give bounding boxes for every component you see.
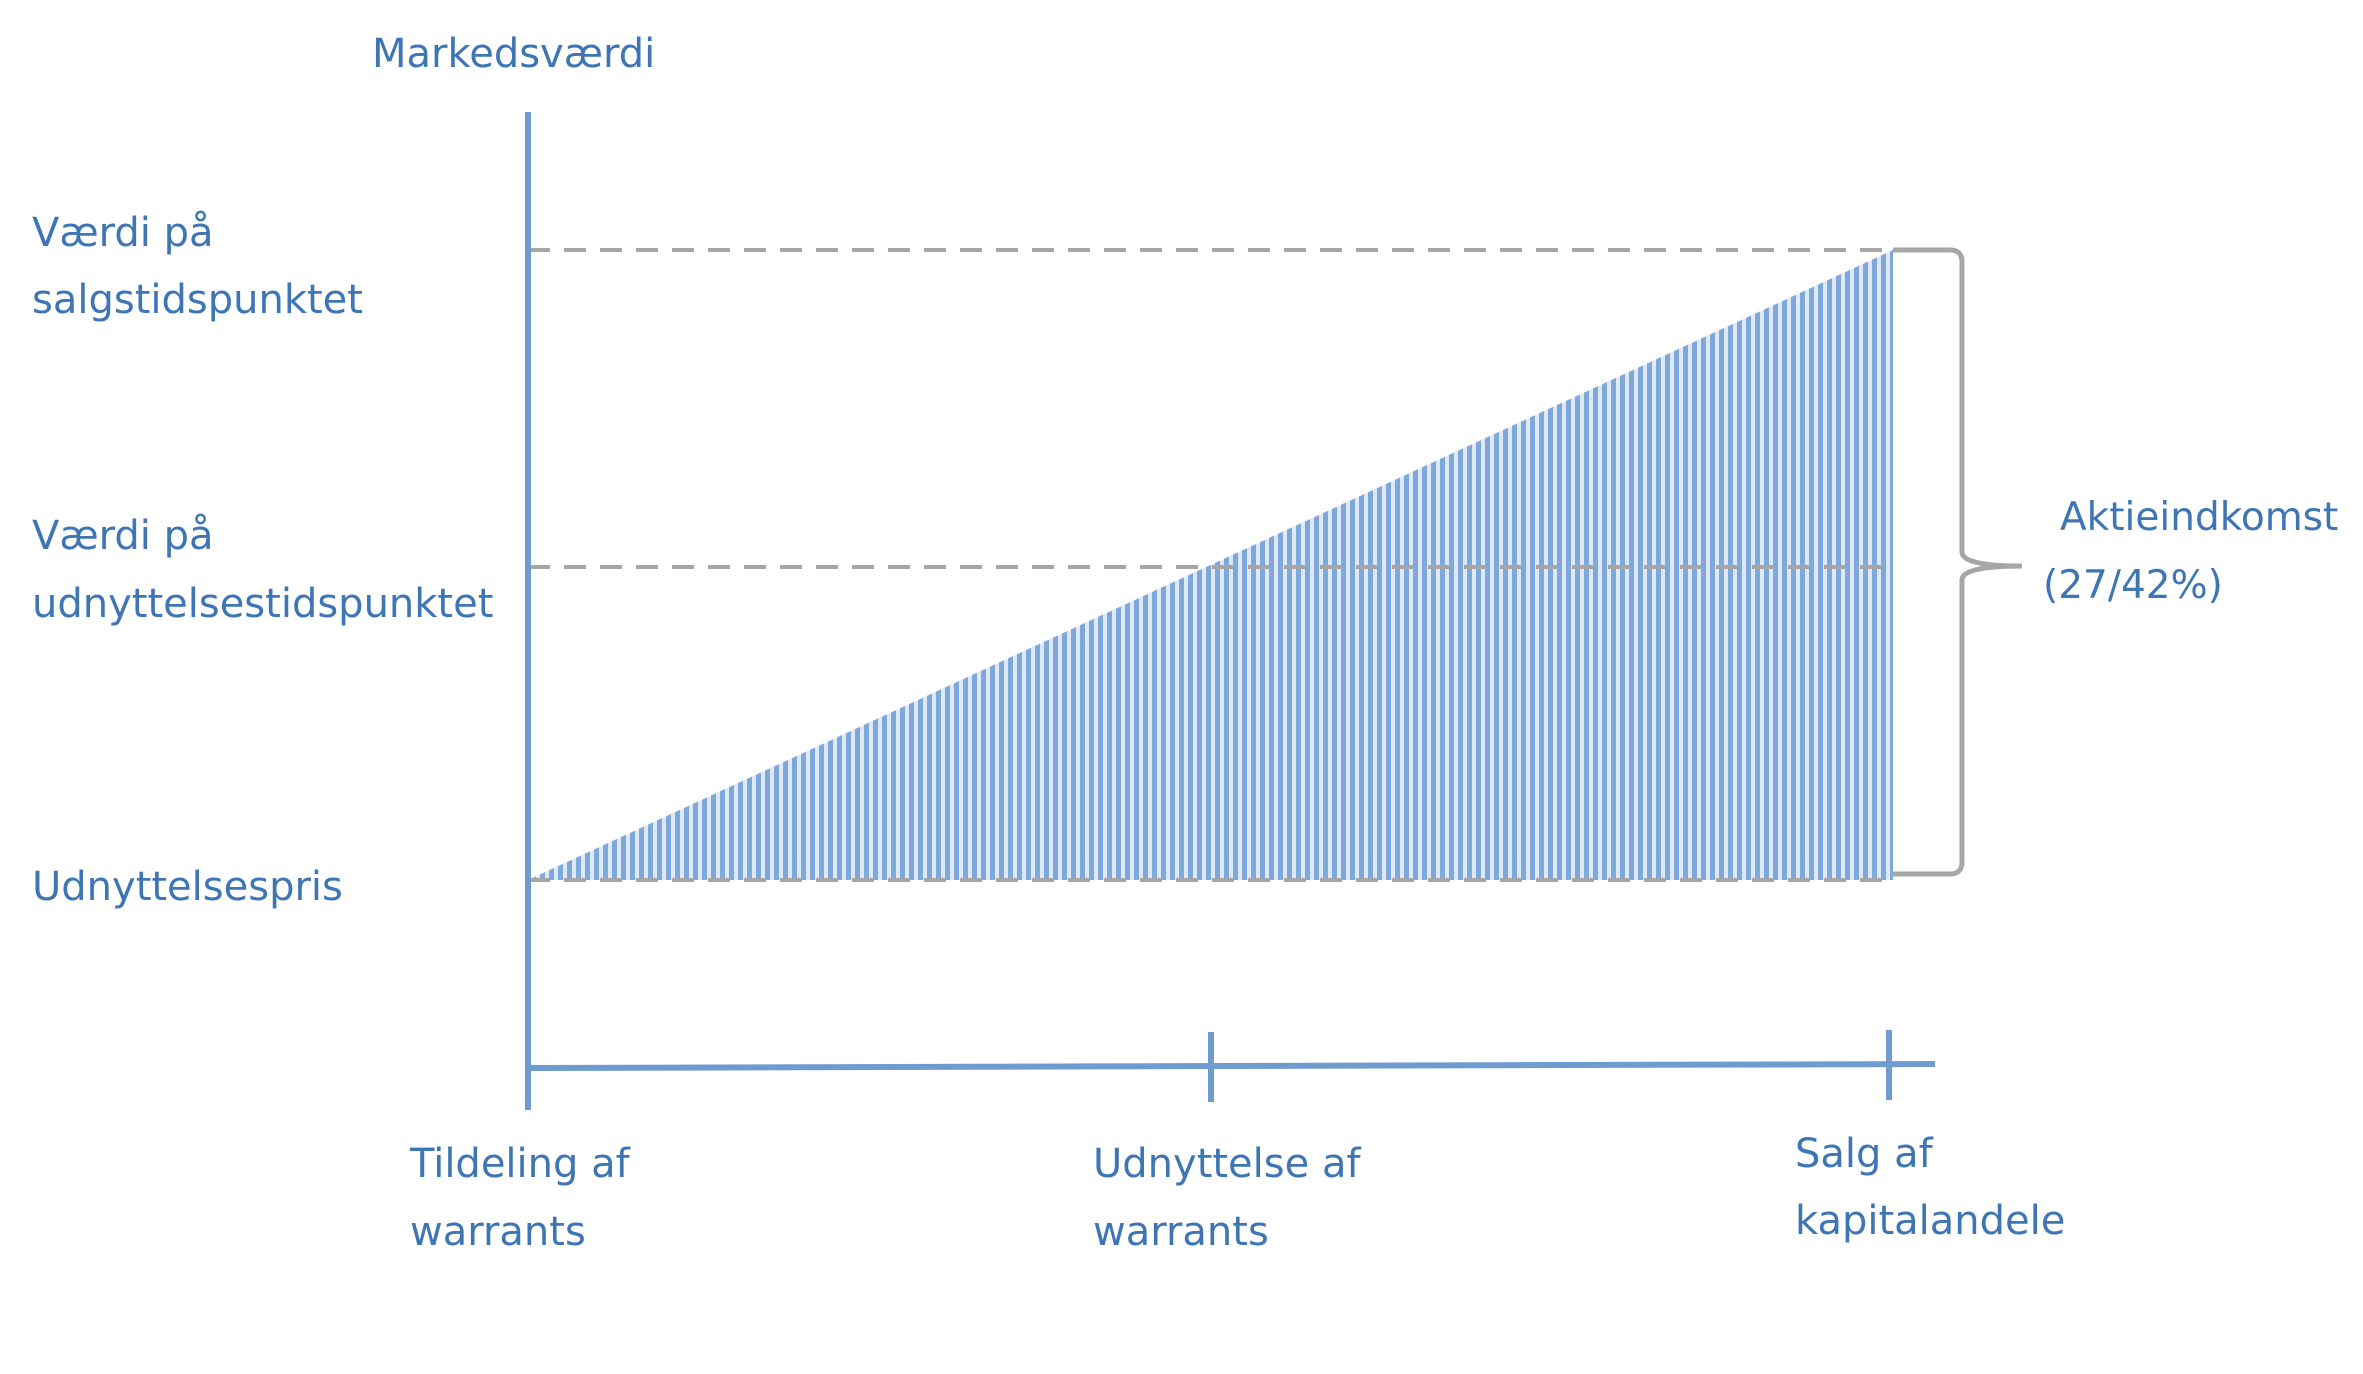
strike-price-label: Udnyttelsespris xyxy=(32,864,343,910)
exercise-event-label-line1: Udnyttelse af xyxy=(1093,1141,1361,1187)
share-income-label-line2: (27/42%) xyxy=(2043,563,2223,608)
y-axis-title: Markedsværdi xyxy=(372,31,655,77)
share-income-label-line1: Aktieindkomst xyxy=(2060,495,2338,540)
share-income-brace xyxy=(1893,247,2023,877)
sale-event-label-line1: Salg af xyxy=(1795,1131,1934,1177)
sale-event-label-line2: kapitalandele xyxy=(1795,1198,2065,1244)
grant-label-line2: warrants xyxy=(410,1209,586,1255)
sale-value-label-line2: salgstidspunktet xyxy=(32,277,363,323)
exercise-event-label-line2: warrants xyxy=(1093,1209,1269,1255)
value-gain-area xyxy=(528,250,1893,880)
exercise-value-label-line2: udnyttelsestidspunktet xyxy=(32,581,493,627)
grant-label-line1: Tildeling af xyxy=(409,1141,631,1187)
time-axis xyxy=(527,1061,1936,1071)
sale-value-label-line1: Værdi på xyxy=(32,210,214,256)
exercise-value-label-line1: Værdi på xyxy=(32,513,214,559)
